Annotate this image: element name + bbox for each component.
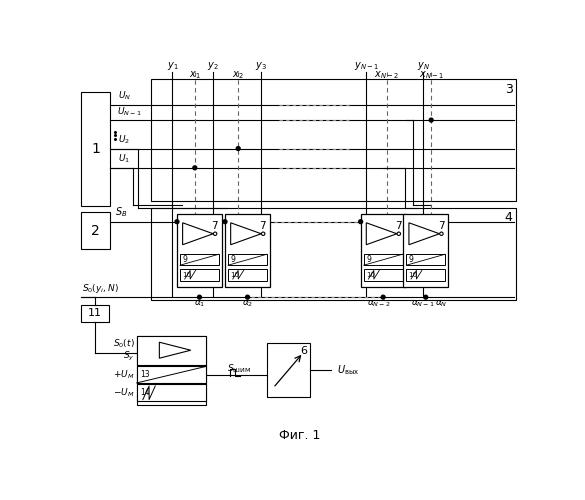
Text: $\alpha_1$: $\alpha_1$ (194, 299, 205, 310)
Bar (81, 212, 111, 250)
Text: $y_N$: $y_N$ (417, 60, 430, 72)
Text: 5: 5 (195, 338, 202, 348)
Text: $y_{N-1}$: $y_{N-1}$ (353, 60, 378, 72)
Text: $x_{N-2}$: $x_{N-2}$ (374, 70, 400, 82)
Text: 10: 10 (366, 272, 375, 278)
Text: 8: 8 (376, 230, 381, 238)
Text: 9: 9 (183, 255, 187, 264)
Bar (177, 214, 222, 287)
Polygon shape (159, 342, 191, 358)
Circle shape (214, 232, 217, 235)
Bar (228, 254, 267, 265)
Bar (180, 254, 219, 265)
Polygon shape (409, 223, 439, 244)
Bar (403, 214, 448, 287)
Bar (407, 254, 445, 265)
Circle shape (381, 295, 385, 299)
Bar (180, 269, 219, 280)
Text: 9: 9 (409, 255, 414, 264)
Circle shape (236, 146, 240, 150)
Circle shape (198, 295, 201, 299)
Text: 9: 9 (366, 255, 371, 264)
Text: $x_{N-1}$: $x_{N-1}$ (419, 70, 444, 82)
Text: $S_B$: $S_B$ (115, 205, 128, 218)
Text: 12: 12 (168, 346, 177, 354)
Text: 10: 10 (183, 272, 191, 278)
Text: $+U_M$: $+U_M$ (113, 368, 135, 381)
Text: $\alpha_{N-2}$: $\alpha_{N-2}$ (367, 299, 391, 310)
Text: $S_0(t)$: $S_0(t)$ (112, 338, 135, 350)
Text: $S_{\rm ШИМ}$: $S_{\rm ШИМ}$ (228, 362, 252, 374)
Circle shape (429, 118, 433, 122)
Bar (150, 79, 517, 201)
Text: $U_{N-1}$: $U_{N-1}$ (116, 106, 141, 118)
Text: $y_2$: $y_2$ (207, 60, 218, 72)
Text: 7: 7 (211, 221, 218, 231)
Text: $x_1$: $x_1$ (189, 70, 201, 82)
Text: 7: 7 (438, 221, 445, 231)
Circle shape (397, 232, 401, 235)
Bar (225, 214, 270, 287)
Text: 8: 8 (240, 230, 245, 238)
Text: 7: 7 (260, 221, 266, 231)
Text: 6: 6 (300, 346, 307, 356)
Polygon shape (366, 223, 397, 244)
Text: 9: 9 (230, 255, 235, 264)
Text: $S_y$: $S_y$ (123, 350, 135, 363)
Bar (364, 254, 402, 265)
Text: $\alpha_N$: $\alpha_N$ (435, 299, 448, 310)
Bar (228, 269, 267, 280)
Text: 8: 8 (419, 230, 424, 238)
Circle shape (175, 220, 179, 224)
Circle shape (440, 232, 443, 235)
Circle shape (193, 166, 197, 170)
Text: $S_0(y_i,N)$: $S_0(y_i,N)$ (82, 282, 119, 295)
Text: 3: 3 (505, 83, 512, 96)
Text: $U_2$: $U_2$ (118, 134, 130, 146)
Bar (137, 336, 207, 405)
Text: 11: 11 (88, 308, 102, 318)
Bar (137, 366, 207, 383)
Text: $U_N$: $U_N$ (118, 90, 131, 102)
Circle shape (223, 220, 227, 224)
Bar (360, 214, 405, 287)
Text: Фиг. 1: Фиг. 1 (278, 430, 320, 442)
Circle shape (261, 232, 265, 235)
Circle shape (359, 220, 363, 224)
Polygon shape (183, 223, 213, 244)
Text: 7: 7 (395, 221, 402, 231)
Text: 10: 10 (409, 272, 418, 278)
Text: $U_{\rm вых}$: $U_{\rm вых}$ (336, 364, 359, 377)
Text: $y_3$: $y_3$ (255, 60, 267, 72)
Circle shape (424, 295, 428, 299)
Text: $U_1$: $U_1$ (118, 153, 130, 166)
Bar (137, 384, 207, 401)
Text: $x_2$: $x_2$ (232, 70, 244, 82)
Bar (364, 269, 402, 280)
Text: 14: 14 (140, 388, 149, 398)
Text: $\alpha_2$: $\alpha_2$ (242, 299, 253, 310)
Bar (81, 92, 111, 206)
Text: 13: 13 (140, 370, 149, 379)
Text: 1: 1 (91, 142, 100, 156)
Text: 10: 10 (230, 272, 239, 278)
Text: $-U_M$: $-U_M$ (113, 386, 135, 399)
Bar (267, 344, 309, 398)
Text: 2: 2 (91, 224, 100, 238)
Text: 8: 8 (192, 230, 197, 238)
Bar (137, 336, 207, 365)
Bar (81, 305, 109, 322)
Polygon shape (230, 223, 261, 244)
Text: 4: 4 (505, 212, 512, 224)
Bar (150, 208, 517, 300)
Text: $y_1$: $y_1$ (167, 60, 178, 72)
Circle shape (246, 295, 249, 299)
Bar (407, 269, 445, 280)
Text: $\alpha_{N-1}$: $\alpha_{N-1}$ (411, 299, 435, 310)
